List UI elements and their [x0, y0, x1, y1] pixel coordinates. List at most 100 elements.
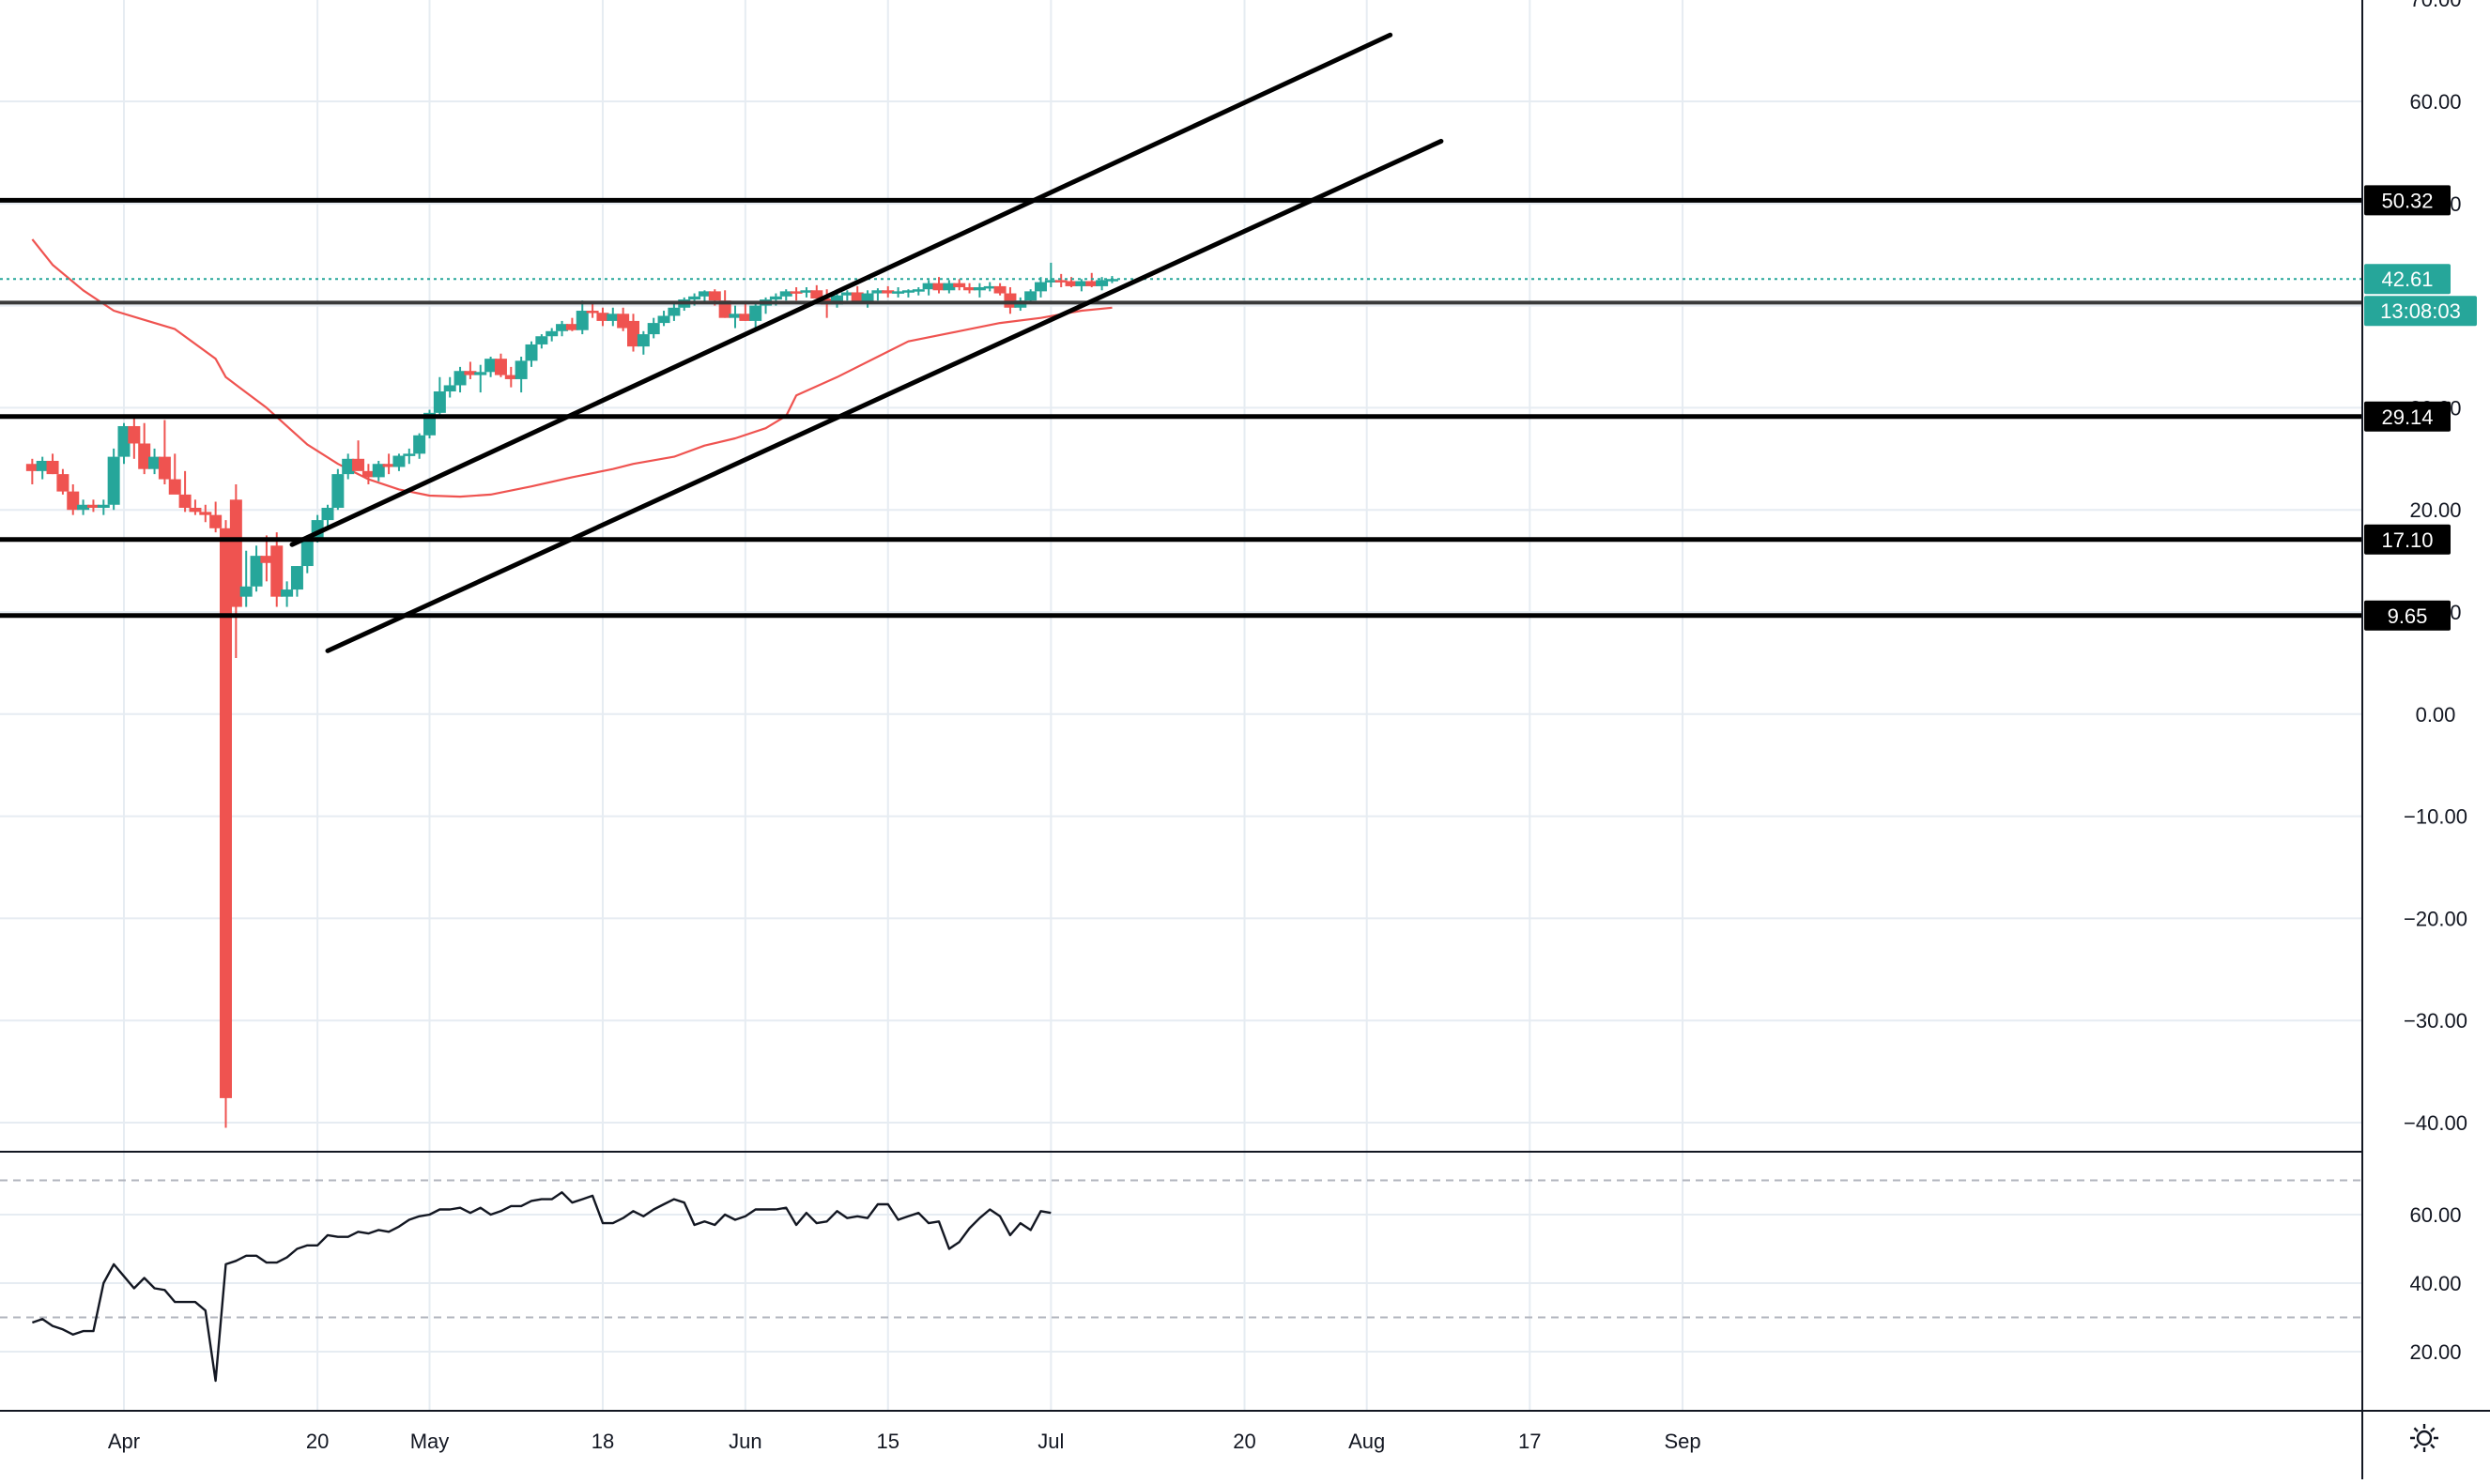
trendlines: [289, 32, 1444, 653]
candle-up: [392, 453, 406, 471]
candle-body: [1075, 281, 1088, 286]
candle-body: [97, 504, 110, 509]
time-tick-label: 17: [1518, 1430, 1541, 1453]
candle-up: [117, 422, 131, 465]
candle-body: [576, 311, 589, 330]
candle-body: [464, 371, 477, 375]
candle-down: [199, 504, 212, 523]
candle-up: [290, 566, 303, 597]
candle-up: [657, 311, 670, 327]
candle-up: [342, 453, 355, 480]
candle-body: [912, 289, 925, 292]
candle-down: [56, 468, 69, 495]
candle-down: [138, 422, 151, 475]
price-tag-box: [2364, 600, 2451, 631]
candle-body: [963, 287, 976, 291]
candle-down: [932, 277, 945, 294]
candle-body: [484, 359, 498, 373]
candle-down: [352, 440, 365, 471]
price-tag-label: 29.14: [2381, 405, 2433, 429]
candle-up: [77, 499, 90, 515]
candle-body: [220, 528, 232, 1098]
candle-up: [729, 305, 742, 329]
candle-body: [840, 292, 853, 296]
candle-body: [749, 305, 762, 321]
candle-body: [861, 293, 874, 304]
candle-body: [433, 390, 446, 413]
price-tick-label: −30.00: [2404, 1009, 2467, 1033]
candle-body: [943, 283, 956, 291]
candle-body: [474, 372, 487, 375]
candle-body: [403, 453, 416, 456]
candle-up: [576, 300, 589, 335]
candle-up: [36, 456, 49, 480]
candle-body: [525, 344, 538, 361]
candle-body: [392, 455, 406, 467]
gear-icon[interactable]: [2405, 1419, 2443, 1457]
candle-up: [871, 288, 884, 301]
price-tick-label: 0.00: [2416, 703, 2456, 727]
candle-body: [209, 514, 223, 528]
candle-up: [525, 341, 538, 367]
moving-average-polyline: [31, 238, 1113, 498]
oscillator-tick-label: 20.00: [2409, 1340, 2461, 1364]
candle-down: [168, 453, 181, 495]
price-tag: 17.10: [2364, 524, 2451, 555]
candle-body: [565, 324, 578, 330]
candle-body: [932, 283, 945, 291]
candle-up: [97, 499, 110, 515]
oscillator-line: [32, 1191, 1052, 1383]
candle-up: [1096, 277, 1109, 291]
candle-body: [790, 291, 803, 294]
candle-down: [464, 361, 477, 379]
candle-body: [769, 296, 782, 300]
candle-body: [331, 474, 345, 509]
candle-down: [178, 470, 192, 513]
candle-body: [871, 290, 884, 294]
candle-body: [46, 460, 59, 475]
candle-up: [668, 303, 681, 321]
candle-up: [1075, 279, 1088, 292]
candle-up: [148, 448, 161, 475]
candle-body: [290, 566, 303, 590]
candle-down: [67, 484, 80, 515]
time-tick-label: 18: [592, 1430, 614, 1453]
candle-body: [718, 300, 731, 318]
candle-down: [882, 285, 895, 298]
candle-up: [556, 320, 569, 337]
price-tick-label: −20.00: [2404, 907, 2467, 930]
candle-body: [1096, 280, 1109, 286]
price-tag: 9.65: [2364, 600, 2451, 631]
candle-body: [892, 291, 905, 294]
countdown-box: [2364, 296, 2477, 327]
candle-body: [810, 290, 823, 298]
candle-body: [800, 290, 813, 293]
candle-body: [729, 314, 742, 318]
price-tag: 29.14: [2364, 401, 2451, 432]
time-tick-label: May: [410, 1430, 450, 1453]
candle-up: [250, 545, 263, 592]
candle-body: [657, 315, 670, 324]
candle-down: [993, 283, 1007, 296]
candle-up: [749, 303, 762, 329]
oscillator-panel: [0, 1179, 2362, 1383]
price-tag-box: [2364, 264, 2451, 295]
candle-up: [107, 448, 120, 511]
candle-body: [372, 464, 385, 478]
time-tick-label: 20: [1233, 1430, 1255, 1453]
candle-up: [403, 448, 416, 465]
candle-down: [790, 287, 803, 301]
candle-down: [1085, 272, 1099, 288]
candle-body: [239, 586, 253, 597]
candle-body: [300, 538, 314, 567]
oscillator-tick-label: 60.00: [2409, 1203, 2461, 1227]
candle-body: [352, 458, 365, 471]
candle-up: [372, 460, 385, 482]
price-tag-box: [2364, 185, 2451, 216]
candle-body: [453, 371, 467, 386]
candle-up: [331, 468, 345, 511]
candle-body: [321, 508, 334, 521]
candle-down: [627, 314, 639, 352]
